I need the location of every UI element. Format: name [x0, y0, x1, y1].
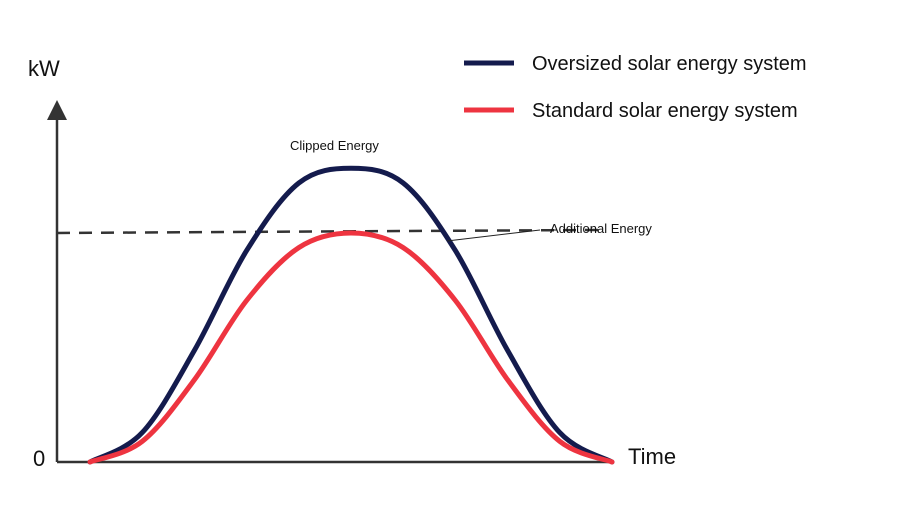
annotation-additional-energy: Additional Energy	[550, 221, 652, 236]
inverter-limit-dashed-line	[56, 228, 601, 235]
annotation-leader-line	[446, 229, 541, 242]
annotation-clipped-energy: Clipped Energy	[290, 138, 379, 153]
legend-label-oversized: Oversized solar energy system	[532, 53, 807, 75]
series-line-oversized	[87, 165, 615, 465]
y-axis-label: kW	[28, 56, 60, 81]
x-axis-label: Time	[628, 444, 676, 469]
y-axis-arrowhead	[47, 100, 67, 120]
legend-label-standard: Standard solar energy system	[532, 100, 798, 122]
series-line-standard	[87, 230, 615, 465]
y-origin-label: 0	[33, 446, 45, 471]
